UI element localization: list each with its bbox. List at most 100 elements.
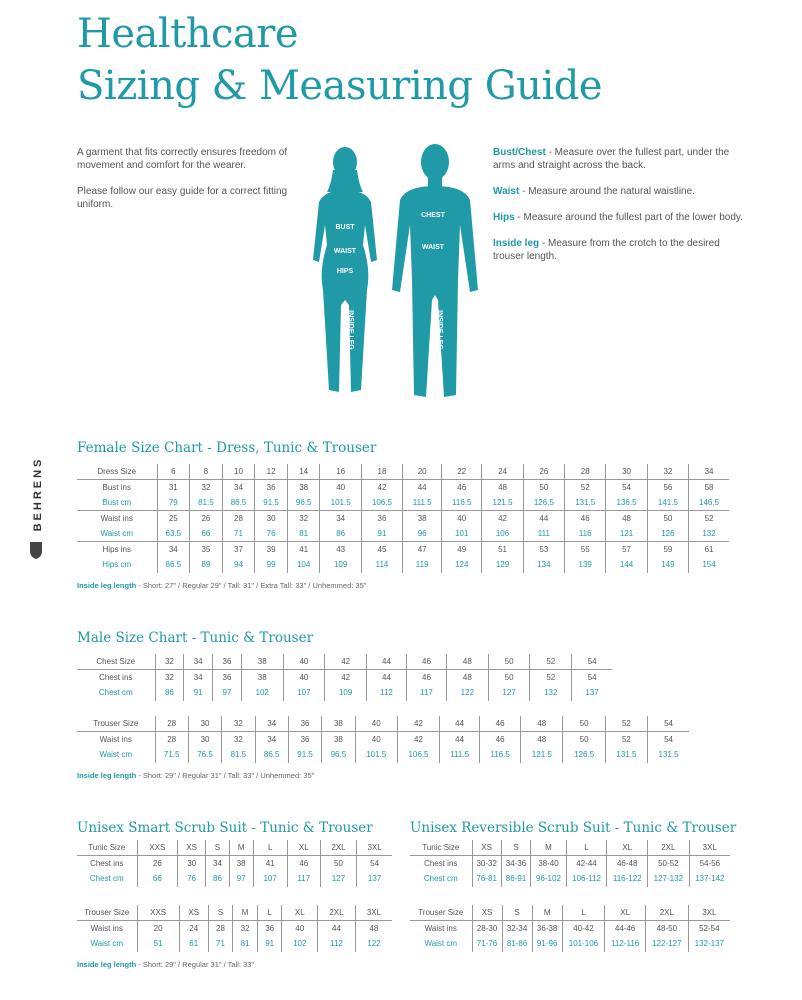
table-cell: 36 — [287, 716, 322, 732]
table-cell: 3XL — [687, 905, 730, 921]
definition: - Measure around the fullest part of the… — [514, 212, 743, 223]
table-cell: 86.5 — [254, 747, 289, 763]
row-label: Hips cm — [102, 560, 132, 570]
table-cell: 36 — [360, 510, 403, 526]
table-cell: 54 — [356, 855, 392, 871]
row-label: Trouser Size — [77, 905, 137, 921]
row-label: Hips ins — [102, 545, 131, 554]
table-cell: 30 — [605, 464, 648, 480]
table-cell: 40 — [354, 716, 398, 732]
male-figure: CHEST WAIST INSIDE LEG — [392, 144, 478, 397]
table-cell: 38 — [228, 855, 253, 871]
table-cell: 44 — [317, 920, 356, 936]
table-cell: 34-36 — [500, 855, 531, 871]
table-cell: 46 — [406, 654, 447, 670]
table-cell: 44 — [439, 731, 480, 747]
table-cell: 50-52 — [647, 855, 690, 871]
definition: - Measure from the crotch to the desired… — [493, 238, 720, 262]
table-cell: 34 — [254, 731, 289, 747]
note-label: Inside leg length — [77, 960, 137, 969]
table-cell: 96-102 — [530, 871, 567, 887]
table-cell: 44 — [366, 654, 407, 670]
table-cell: S — [207, 905, 233, 921]
table-cell: 50 — [562, 731, 606, 747]
table-row: Chest cm 76-81 86-91 96-102 106-112 116-122 12… — [410, 871, 730, 887]
table-cell: 91 — [183, 685, 213, 701]
table-cell: 36 — [212, 654, 242, 670]
table-cell: 2XL — [645, 905, 689, 921]
term: Inside leg — [493, 238, 540, 249]
term: Bust/Chest — [493, 147, 546, 158]
table-cell: 40 — [281, 920, 318, 936]
table-cell: 40 — [319, 479, 362, 495]
table-cell: 122 — [446, 685, 489, 701]
row-label: Trouser Size — [410, 905, 472, 921]
table-cell: 31 — [156, 479, 190, 495]
table-cell: 112 — [317, 936, 356, 952]
table-cell: 52 — [604, 731, 648, 747]
table-cell: 79 — [156, 495, 190, 511]
table-cell: 117 — [406, 685, 447, 701]
definition-bust-chest: Bust/Chest - Measure over the fullest pa… — [493, 146, 743, 172]
table-cell: 40 — [441, 510, 482, 526]
table-cell: 36-38 — [531, 920, 563, 936]
table-cell: 14 — [286, 464, 320, 480]
table-cell: 71.5 — [154, 747, 189, 763]
table-cell: 12 — [254, 464, 288, 480]
table-cell: 126 — [646, 526, 689, 542]
table-cell: 97 — [228, 871, 253, 887]
table-cell: 36 — [256, 920, 282, 936]
definition-inside-leg: Inside leg - Measure from the crotch to … — [493, 237, 743, 263]
table-cell: 104 — [286, 557, 320, 573]
table-cell: 48 — [605, 510, 648, 526]
table-cell: 20 — [402, 464, 442, 480]
row-label: Bust ins — [102, 483, 131, 492]
table-cell: 112 — [366, 685, 407, 701]
table-cell: 46 — [441, 479, 482, 495]
table-cell: 129 — [481, 557, 524, 573]
table-cell: 38 — [286, 479, 320, 495]
table-cell: 136.5 — [605, 495, 648, 511]
table-cell: 38 — [240, 669, 284, 685]
note-text: - Short: 29" / Regular 31" / Tall: 33" — [136, 960, 255, 969]
table-cell: 116 — [564, 526, 606, 542]
page-title-line1: Healthcare — [77, 11, 299, 57]
inside-leg-label: INSIDE LEG — [436, 310, 443, 350]
table-cell: 71 — [207, 936, 233, 952]
brand-logo: BEHRENS — [26, 440, 46, 570]
table-cell: XS — [178, 905, 209, 921]
table-cell: 122 — [354, 936, 392, 952]
table-cell: 42 — [396, 716, 440, 732]
table-cell: 50 — [646, 510, 689, 526]
table-cell: 43 — [319, 541, 362, 557]
note-text: - Short: 29" / Regular 31" / Tall: 33" /… — [136, 771, 315, 780]
table-cell: 48 — [520, 731, 563, 747]
female-chart-title: Female Size Chart - Dress, Tunic & Trous… — [77, 440, 377, 456]
table-cell: 48 — [520, 716, 563, 732]
table-cell: 18 — [360, 464, 403, 480]
table-cell: 127-132 — [647, 871, 690, 887]
crest-icon — [30, 542, 42, 559]
table-cell: 22 — [441, 464, 482, 480]
table-cell: 32 — [154, 654, 184, 670]
table-cell: 44-46 — [604, 920, 646, 936]
table-cell: 32 — [232, 920, 258, 936]
table-row: Chest ins 26 30 34 38 41 46 50 54 — [77, 855, 392, 871]
table-cell: 45 — [360, 541, 403, 557]
table-cell: 121 — [605, 526, 648, 542]
table-cell: 146.5 — [688, 495, 729, 511]
table-cell: 36 — [212, 669, 242, 685]
table-cell: 63.5 — [156, 526, 190, 542]
definition: - Measure around the natural waistline. — [519, 186, 695, 197]
table-cell: 38 — [240, 654, 284, 670]
term: Waist — [493, 186, 520, 197]
table-row: Chest ins 32 34 36 38 40 42 44 46 48 50 52 54 — [77, 669, 612, 685]
table-cell: 99 — [254, 557, 288, 573]
table-cell: 54 — [605, 479, 648, 495]
table-cell: 2XL — [319, 840, 357, 856]
table-cell: 50 — [487, 669, 530, 685]
table-cell: 76 — [254, 526, 288, 542]
table-cell: 91-96 — [531, 936, 563, 952]
table-cell: 101 — [441, 526, 482, 542]
table-cell: 52 — [529, 654, 572, 670]
